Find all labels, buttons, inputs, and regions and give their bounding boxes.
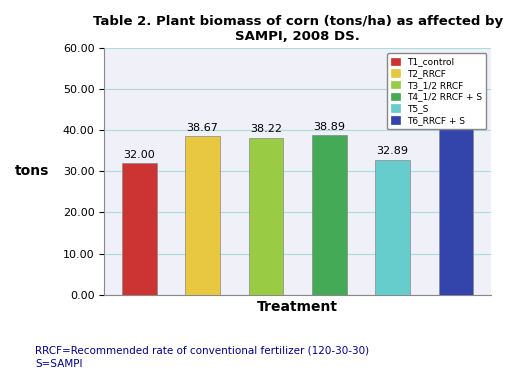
Bar bbox=[185, 136, 220, 295]
Bar bbox=[438, 72, 473, 295]
Bar bbox=[311, 135, 346, 295]
Title: Table 2. Plant biomass of corn (tons/ha) as affected by
SAMPI, 2008 DS.: Table 2. Plant biomass of corn (tons/ha)… bbox=[92, 15, 501, 43]
Text: 32.89: 32.89 bbox=[376, 146, 408, 156]
Text: RRCF=Recommended rate of conventional fertilizer (120-30-30): RRCF=Recommended rate of conventional fe… bbox=[35, 346, 369, 355]
Bar bbox=[122, 163, 157, 295]
Bar bbox=[375, 160, 409, 295]
Y-axis label: tons: tons bbox=[15, 165, 49, 178]
Text: 32.00: 32.00 bbox=[123, 150, 155, 160]
Text: 54.22: 54.22 bbox=[439, 59, 471, 69]
Text: 38.89: 38.89 bbox=[313, 122, 344, 132]
Legend: T1_control, T2_RRCF, T3_1/2 RRCF, T4_1/2 RRCF + S, T5_S, T6_RRCF + S: T1_control, T2_RRCF, T3_1/2 RRCF, T4_1/2… bbox=[386, 53, 485, 129]
Text: 38.67: 38.67 bbox=[186, 123, 218, 133]
X-axis label: Treatment: Treatment bbox=[257, 300, 337, 314]
Text: 38.22: 38.22 bbox=[249, 125, 281, 134]
Bar bbox=[248, 138, 283, 295]
Text: S=SAMPI: S=SAMPI bbox=[35, 359, 83, 368]
